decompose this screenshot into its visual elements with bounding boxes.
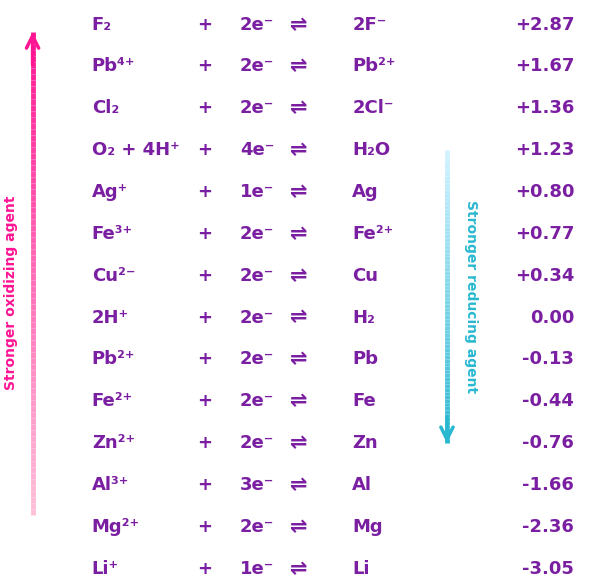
Text: +0.77: +0.77	[515, 225, 574, 243]
Text: 2e⁻: 2e⁻	[240, 350, 274, 369]
Text: Mg²⁺: Mg²⁺	[92, 518, 140, 536]
Text: ⇌: ⇌	[290, 349, 308, 369]
Text: +: +	[197, 225, 212, 243]
Text: +: +	[197, 476, 212, 494]
Text: +0.34: +0.34	[515, 267, 574, 285]
Text: 2e⁻: 2e⁻	[240, 57, 274, 75]
Text: Fe²⁺: Fe²⁺	[352, 225, 394, 243]
Text: ⇌: ⇌	[290, 517, 308, 537]
Text: ⇌: ⇌	[290, 15, 308, 35]
Text: Cl₂: Cl₂	[92, 99, 119, 117]
Text: ⇌: ⇌	[290, 56, 308, 77]
Text: Stronger oxidizing agent: Stronger oxidizing agent	[4, 195, 18, 390]
Text: ⇌: ⇌	[290, 266, 308, 285]
Text: +: +	[197, 141, 212, 159]
Text: Al: Al	[352, 476, 372, 494]
Text: 2e⁻: 2e⁻	[240, 392, 274, 410]
Text: Li: Li	[352, 560, 370, 577]
Text: Zn²⁺: Zn²⁺	[92, 434, 135, 452]
Text: 2e⁻: 2e⁻	[240, 434, 274, 452]
Text: +: +	[197, 99, 212, 117]
Text: Pb²⁺: Pb²⁺	[92, 350, 135, 369]
Text: -3.05: -3.05	[522, 560, 574, 577]
Text: 2e⁻: 2e⁻	[240, 16, 274, 33]
Text: -0.44: -0.44	[522, 392, 574, 410]
Text: 0.00: 0.00	[530, 308, 574, 326]
Text: 2e⁻: 2e⁻	[240, 267, 274, 285]
Text: ⇌: ⇌	[290, 182, 308, 202]
Text: 1e⁻: 1e⁻	[240, 183, 274, 201]
Text: Cu: Cu	[352, 267, 378, 285]
Text: -1.66: -1.66	[522, 476, 574, 494]
Text: -0.76: -0.76	[522, 434, 574, 452]
Text: +: +	[197, 267, 212, 285]
Text: 2e⁻: 2e⁻	[240, 99, 274, 117]
Text: 2Cl⁻: 2Cl⁻	[352, 99, 394, 117]
Text: Mg: Mg	[352, 518, 383, 536]
Text: -0.13: -0.13	[522, 350, 574, 369]
Text: ⇌: ⇌	[290, 140, 308, 160]
Text: Stronger reducing agent: Stronger reducing agent	[464, 200, 478, 393]
Text: 2e⁻: 2e⁻	[240, 308, 274, 326]
Text: +: +	[197, 434, 212, 452]
Text: Zn: Zn	[352, 434, 378, 452]
Text: +: +	[197, 16, 212, 33]
Text: 1e⁻: 1e⁻	[240, 560, 274, 577]
Text: Pb: Pb	[352, 350, 378, 369]
Text: 2e⁻: 2e⁻	[240, 225, 274, 243]
Text: 2e⁻: 2e⁻	[240, 518, 274, 536]
Text: F₂: F₂	[92, 16, 112, 33]
Text: +: +	[197, 183, 212, 201]
Text: +: +	[197, 560, 212, 577]
Text: +0.80: +0.80	[514, 183, 574, 201]
Text: +: +	[197, 57, 212, 75]
Text: O₂ + 4H⁺: O₂ + 4H⁺	[92, 141, 179, 159]
Text: Pb⁴⁺: Pb⁴⁺	[92, 57, 135, 75]
Text: +1.67: +1.67	[515, 57, 574, 75]
Text: H₂O: H₂O	[352, 141, 390, 159]
Text: +1.36: +1.36	[515, 99, 574, 117]
Text: Ag⁺: Ag⁺	[92, 183, 128, 201]
Text: Fe²⁺: Fe²⁺	[92, 392, 133, 410]
Text: ⇌: ⇌	[290, 224, 308, 244]
Text: Cu²⁻: Cu²⁻	[92, 267, 135, 285]
Text: Li⁺: Li⁺	[92, 560, 119, 577]
Text: 2H⁺: 2H⁺	[92, 308, 129, 326]
Text: 2F⁻: 2F⁻	[352, 16, 387, 33]
Text: Ag: Ag	[352, 183, 379, 201]
Text: 3e⁻: 3e⁻	[240, 476, 274, 494]
Text: Al³⁺: Al³⁺	[92, 476, 129, 494]
Text: +1.23: +1.23	[515, 141, 574, 159]
Text: ⇌: ⇌	[290, 391, 308, 411]
Text: 4e⁻: 4e⁻	[240, 141, 274, 159]
Text: Fe: Fe	[352, 392, 376, 410]
Text: +: +	[197, 308, 212, 326]
Text: ⇌: ⇌	[290, 559, 308, 579]
Text: ⇌: ⇌	[290, 433, 308, 453]
Text: H₂: H₂	[352, 308, 375, 326]
Text: -2.36: -2.36	[522, 518, 574, 536]
Text: ⇌: ⇌	[290, 475, 308, 495]
Text: Fe³⁺: Fe³⁺	[92, 225, 133, 243]
Text: +: +	[197, 518, 212, 536]
Text: +: +	[197, 392, 212, 410]
Text: ⇌: ⇌	[290, 308, 308, 328]
Text: +2.87: +2.87	[514, 16, 574, 33]
Text: +: +	[197, 350, 212, 369]
Text: Pb²⁺: Pb²⁺	[352, 57, 395, 75]
Text: ⇌: ⇌	[290, 98, 308, 118]
